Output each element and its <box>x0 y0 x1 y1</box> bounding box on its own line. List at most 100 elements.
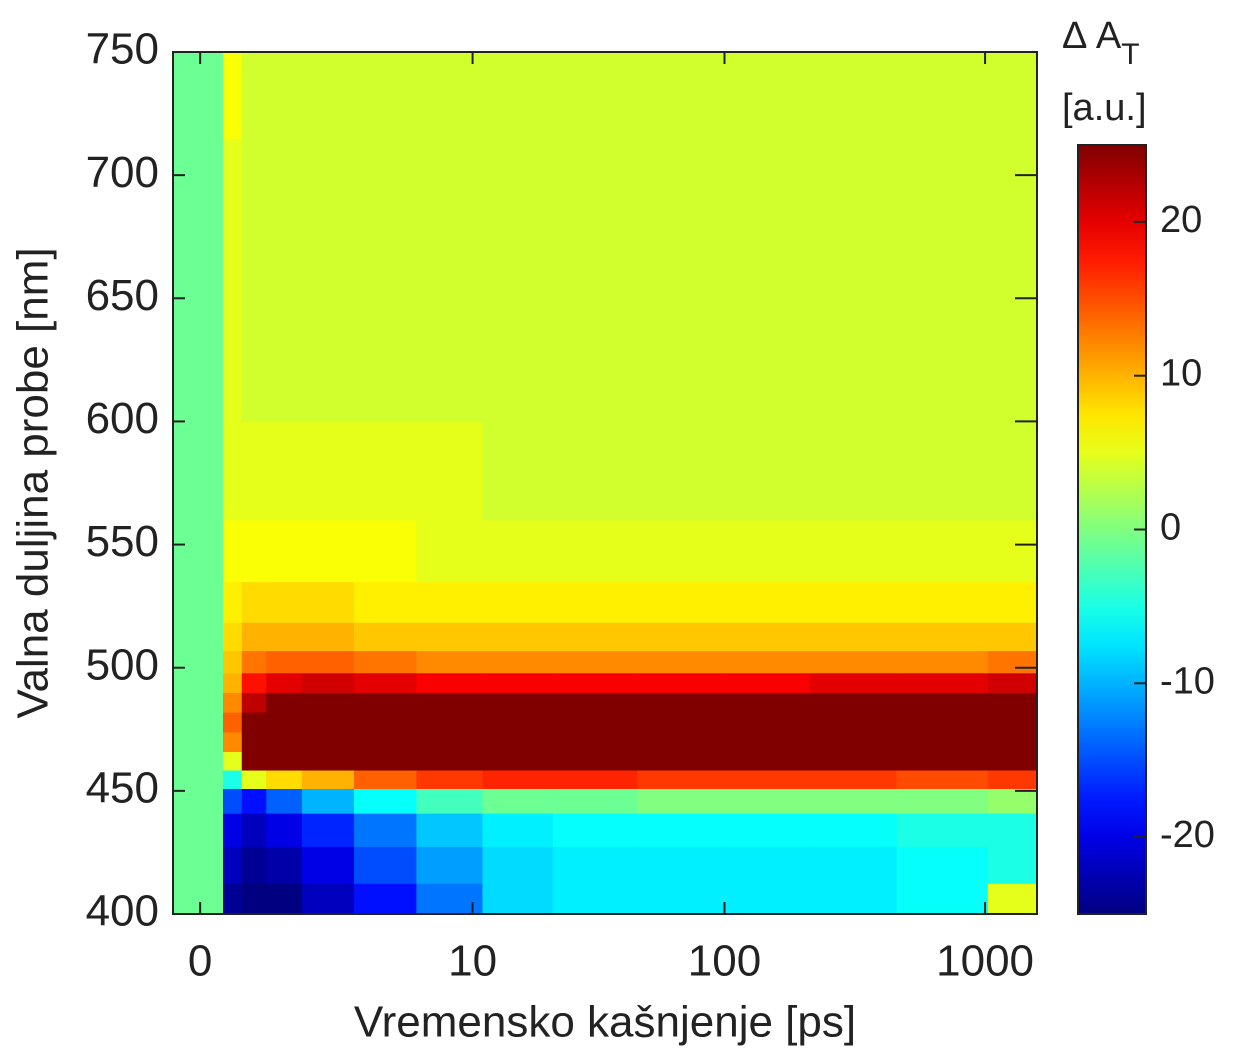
heatmap-cell <box>301 279 355 423</box>
heatmap-cell <box>552 846 638 884</box>
heatmap-cell <box>266 731 303 753</box>
heatmap-cell <box>896 138 989 281</box>
heatmap-cell <box>809 52 898 139</box>
colorbar-label-main: Δ A <box>1062 15 1122 57</box>
heatmap-cell <box>416 751 484 771</box>
y-tick-label: 450 <box>86 763 159 812</box>
heatmap-cell <box>809 581 898 623</box>
heatmap-cell <box>197 672 224 693</box>
heatmap-cell <box>173 622 199 652</box>
heatmap-cell <box>727 846 810 884</box>
heatmap-cell <box>482 650 554 674</box>
heatmap-cell <box>173 581 199 623</box>
x-tick-label: 1000 <box>936 937 1034 986</box>
heatmap-cell <box>353 788 417 814</box>
heatmap-cell <box>416 138 484 281</box>
heatmap-cell <box>552 788 638 814</box>
heatmap-cell <box>637 769 728 789</box>
heatmap-cell <box>482 581 554 623</box>
heatmap-cell <box>896 788 989 814</box>
heatmap-cell <box>896 692 989 713</box>
heatmap-cell <box>241 581 267 623</box>
heatmap-cell <box>416 672 484 693</box>
heatmap-cell <box>987 519 1037 583</box>
heatmap-cell <box>482 622 554 652</box>
heatmap-cell <box>222 788 243 814</box>
heatmap-cell <box>987 138 1037 281</box>
heatmap-cell <box>896 883 989 914</box>
heatmap-cell <box>301 672 355 693</box>
heatmap-cell <box>222 421 243 521</box>
heatmap-cell <box>727 650 810 674</box>
heatmap-cell <box>241 650 267 674</box>
heatmap-cell <box>416 622 484 652</box>
heatmap-cell <box>241 692 267 713</box>
heatmap-cell <box>197 846 224 884</box>
heatmap-cell <box>222 751 243 771</box>
heatmap-cell <box>266 52 303 139</box>
heatmap-cell <box>637 279 728 423</box>
heatmap-cell <box>266 712 303 733</box>
heatmap-cell <box>173 846 199 884</box>
heatmap-cell <box>222 731 243 753</box>
heatmap-cell <box>222 883 243 914</box>
heatmap-cell <box>896 846 989 884</box>
heatmap-cell <box>727 672 810 693</box>
heatmap-cell <box>197 52 224 139</box>
heatmap-cell <box>301 581 355 623</box>
heatmap-cell <box>301 769 355 789</box>
heatmap-cell <box>896 519 989 583</box>
heatmap-cell <box>552 731 638 753</box>
heatmap-cell <box>301 519 355 583</box>
heatmap-cell <box>353 712 417 733</box>
heatmap-cell <box>896 751 989 771</box>
heatmap-cell <box>197 788 224 814</box>
heatmap-cell <box>637 672 728 693</box>
heatmap-cell <box>222 581 243 623</box>
heatmap-cell <box>266 421 303 521</box>
heatmap-cell <box>552 712 638 733</box>
colorbar-tick-label: 0 <box>1160 507 1181 549</box>
heatmap-cell <box>637 788 728 814</box>
heatmap-cell <box>727 813 810 847</box>
heatmap-cell <box>416 692 484 713</box>
heatmap-cell <box>353 731 417 753</box>
heatmap-cell <box>353 846 417 884</box>
heatmap-cell <box>353 581 417 623</box>
heatmap-cell <box>727 581 810 623</box>
heatmap-cell <box>353 622 417 652</box>
heatmap-cell <box>197 692 224 713</box>
heatmap-cell <box>896 622 989 652</box>
heatmap-cell <box>896 813 989 847</box>
heatmap-cell <box>727 712 810 733</box>
heatmap-cell <box>896 650 989 674</box>
heatmap-cell <box>552 813 638 847</box>
heatmap-cell <box>353 672 417 693</box>
heatmap-cell <box>173 813 199 847</box>
heatmap-cell <box>266 751 303 771</box>
heatmap-cell <box>173 788 199 814</box>
heatmap-cell <box>809 813 898 847</box>
heatmap-cell <box>727 421 810 521</box>
heatmap-cell <box>482 672 554 693</box>
heatmap-cell <box>241 138 267 281</box>
heatmap-cell <box>482 769 554 789</box>
heatmap-cell <box>353 519 417 583</box>
heatmap-cell <box>301 883 355 914</box>
heatmap-cell <box>197 279 224 423</box>
heatmap-cell <box>809 622 898 652</box>
heatmap-cell <box>197 138 224 281</box>
heatmap-cell <box>896 279 989 423</box>
heatmap-cell <box>416 769 484 789</box>
heatmap-cell <box>416 788 484 814</box>
y-tick-label: 400 <box>86 887 159 936</box>
heatmap-cell <box>896 52 989 139</box>
heatmap-cell <box>416 650 484 674</box>
heatmap-cell <box>353 813 417 847</box>
heatmap-cell <box>637 883 728 914</box>
heatmap-cell <box>266 692 303 713</box>
heatmap-cell <box>987 751 1037 771</box>
heatmap-cell <box>222 650 243 674</box>
heatmap-cell <box>266 672 303 693</box>
heatmap-cell <box>173 692 199 713</box>
